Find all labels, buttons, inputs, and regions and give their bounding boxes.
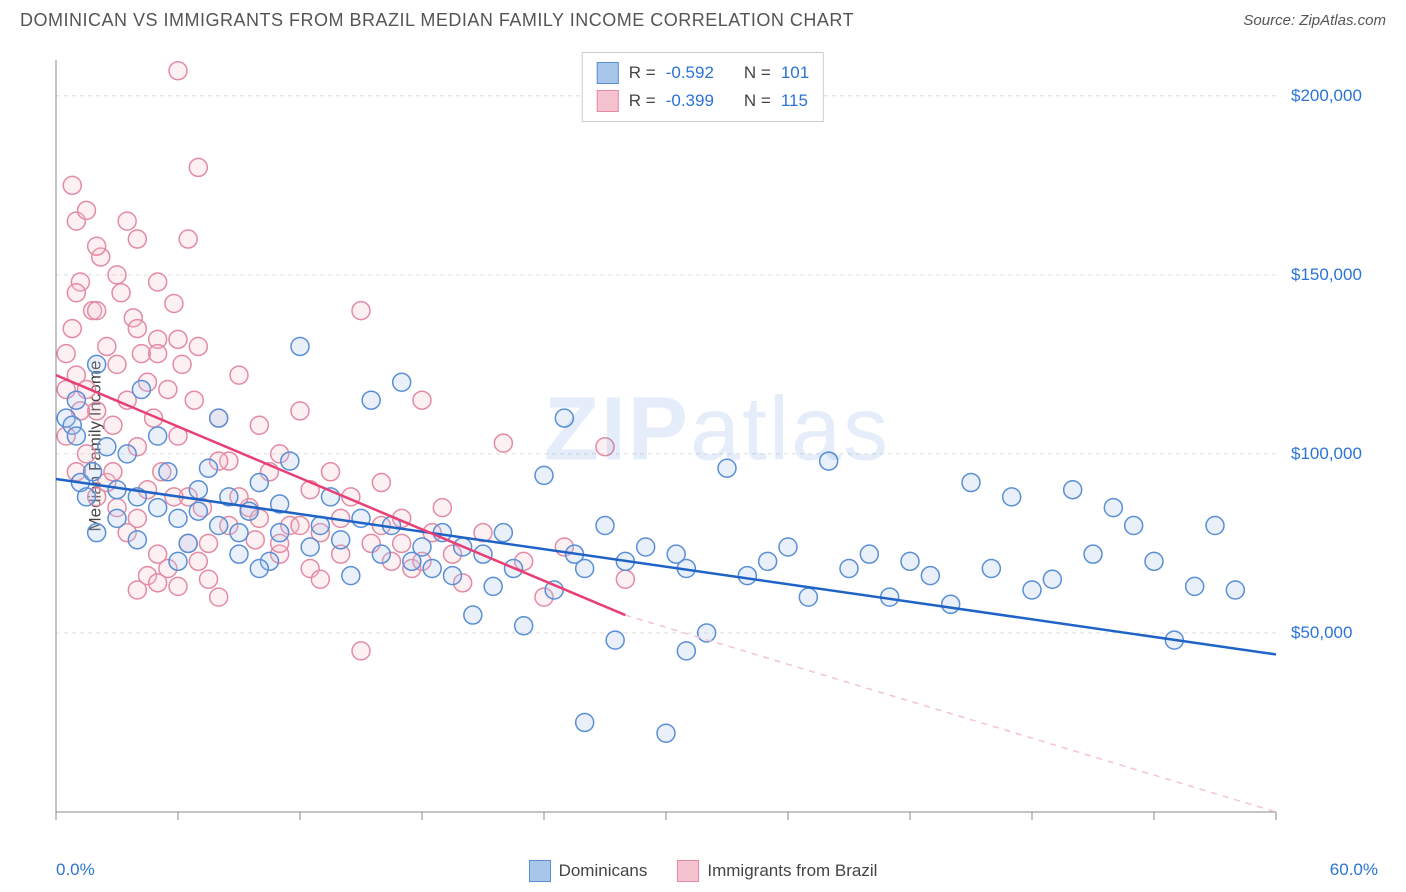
source-label: Source: ZipAtlas.com <box>1243 12 1386 29</box>
stats-n-label-1: N = <box>744 91 771 111</box>
x-axis-max-label: 60.0% <box>1330 860 1378 880</box>
legend-swatch-1 <box>677 860 699 882</box>
chart-title: DOMINICAN VS IMMIGRANTS FROM BRAZIL MEDI… <box>20 10 854 31</box>
svg-text:$150,000: $150,000 <box>1291 265 1362 284</box>
stats-swatch-1 <box>597 90 619 112</box>
stats-row-0: R = -0.592 N = 101 <box>597 59 809 87</box>
chart-area: $50,000$100,000$150,000$200,000 ZIPatlas <box>48 50 1386 842</box>
stats-swatch-0 <box>597 62 619 84</box>
source-prefix: Source: <box>1243 12 1299 29</box>
svg-text:$100,000: $100,000 <box>1291 444 1362 463</box>
x-axis-min-label: 0.0% <box>56 860 95 880</box>
header: DOMINICAN VS IMMIGRANTS FROM BRAZIL MEDI… <box>0 0 1406 37</box>
svg-text:$50,000: $50,000 <box>1291 623 1352 642</box>
svg-text:$200,000: $200,000 <box>1291 86 1362 105</box>
stats-r-label-1: R = <box>629 91 656 111</box>
stats-n-value-1: 115 <box>781 91 808 111</box>
stats-r-label-0: R = <box>629 63 656 83</box>
legend-label-1: Immigrants from Brazil <box>707 861 877 881</box>
bottom-legend: Dominicans Immigrants from Brazil <box>0 860 1406 882</box>
stats-n-label-0: N = <box>744 63 771 83</box>
legend-item-0: Dominicans <box>529 860 648 882</box>
legend-swatch-0 <box>529 860 551 882</box>
stats-legend-box: R = -0.592 N = 101 R = -0.399 N = 115 <box>582 52 824 122</box>
legend-label-0: Dominicans <box>559 861 648 881</box>
source-name: ZipAtlas.com <box>1299 12 1386 29</box>
stats-row-1: R = -0.399 N = 115 <box>597 87 809 115</box>
scatter-chart: $50,000 $100,000 $150,000 $200,000 <box>48 50 1386 842</box>
stats-n-value-0: 101 <box>781 63 809 83</box>
stats-r-value-1: -0.399 <box>666 91 714 111</box>
stats-r-value-0: -0.592 <box>666 63 714 83</box>
legend-item-1: Immigrants from Brazil <box>677 860 877 882</box>
